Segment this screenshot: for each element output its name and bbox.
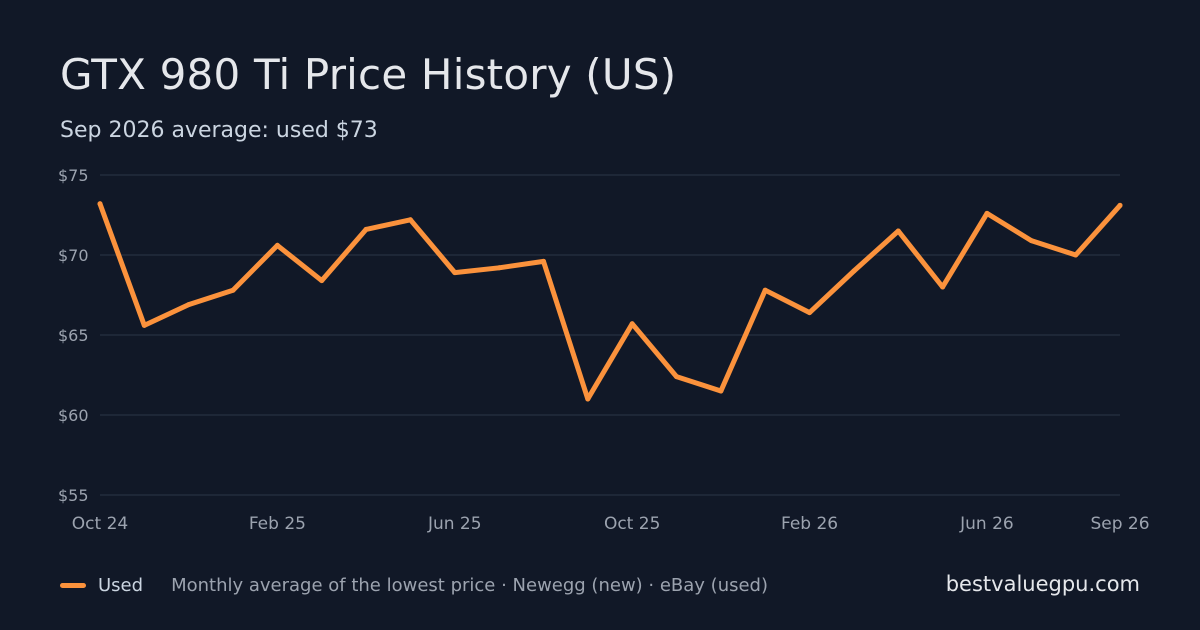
x-tick-label: Sep 26	[1090, 514, 1149, 534]
x-tick-label: Jun 25	[427, 514, 482, 534]
data-point-used	[274, 242, 280, 248]
data-point-used	[1028, 238, 1034, 244]
data-point-used	[851, 268, 857, 274]
x-axis-tick-labels: Oct 24 Feb 25 Jun 25 Oct 25 Feb 26 Jun 26 Sep …	[72, 514, 1150, 534]
grid-lines	[100, 174, 1120, 496]
chart-title: GTX 980 Ti Price History (US)	[60, 50, 677, 99]
legend-label-used: Used	[98, 575, 144, 596]
data-point-used	[807, 310, 813, 316]
x-tick-label: Feb 25	[249, 514, 306, 534]
y-tick-label: $70	[58, 246, 89, 265]
data-point-used	[407, 217, 413, 223]
data-point-used	[319, 278, 325, 284]
data-point-used	[230, 287, 236, 293]
x-tick-label: Oct 25	[604, 514, 660, 534]
chart-subtitle: Sep 2026 average: used $73	[60, 118, 378, 143]
data-point-used	[674, 374, 680, 380]
data-point-used	[141, 322, 147, 328]
data-point-used	[186, 302, 192, 308]
data-point-used	[762, 287, 768, 293]
y-tick-label: $75	[58, 166, 89, 185]
legend-note: Monthly average of the lowest price · Ne…	[171, 575, 769, 596]
data-point-used	[895, 228, 901, 234]
data-point-used	[97, 201, 103, 207]
y-axis-tick-labels: $55 $60 $65 $70 $75	[58, 166, 89, 505]
data-point-used	[585, 396, 591, 402]
data-point-used	[452, 270, 458, 276]
data-point-used	[1073, 252, 1079, 258]
y-tick-label: $55	[58, 486, 89, 505]
x-tick-label: Feb 26	[781, 514, 838, 534]
series-line-used	[97, 201, 1123, 402]
y-tick-label: $65	[58, 326, 89, 345]
brand-link[interactable]: bestvaluegpu.com	[945, 572, 1140, 596]
x-tick-label: Oct 24	[72, 514, 128, 534]
data-point-used	[629, 321, 635, 327]
data-point-used	[984, 210, 990, 216]
y-tick-label: $60	[58, 406, 89, 425]
data-point-used	[540, 258, 546, 264]
data-point-used	[363, 226, 369, 232]
legend-swatch-used	[60, 583, 86, 588]
data-point-used	[1117, 202, 1123, 208]
data-point-used	[496, 265, 502, 271]
series-layer	[97, 201, 1123, 402]
x-tick-label: Jun 26	[959, 514, 1014, 534]
data-point-used	[718, 388, 724, 394]
data-point-used	[940, 284, 946, 290]
legend: Used Monthly average of the lowest price…	[60, 575, 768, 596]
